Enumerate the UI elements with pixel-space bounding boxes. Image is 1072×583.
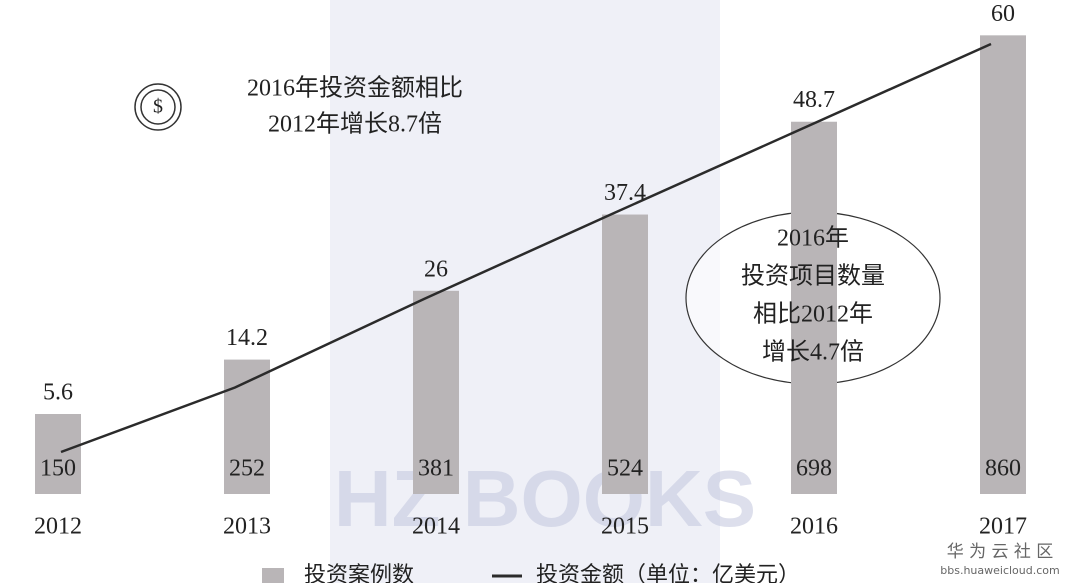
line-value-label: 26 <box>424 256 448 282</box>
annotation: 2016年投资金额相比 <box>247 75 463 102</box>
line-value-label: 14.2 <box>226 325 268 351</box>
bar <box>602 214 648 495</box>
bar <box>35 414 81 494</box>
bar-value-label: 150 <box>40 456 76 482</box>
legend-label: 投资案例数 <box>304 563 414 583</box>
bar-value-label: 860 <box>985 456 1021 482</box>
bar <box>413 290 459 494</box>
x-tick-label: 2016 <box>790 514 838 540</box>
annotation: 2012年增长8.7倍 <box>268 111 442 138</box>
bar <box>980 35 1026 494</box>
icon-ring <box>140 89 176 125</box>
bar-value-label: 524 <box>607 456 643 482</box>
x-tick-label: 2012 <box>34 514 82 540</box>
annotation: 增长4.7倍 <box>762 339 864 366</box>
x-tick-label: 2015 <box>601 514 649 540</box>
watermark: HZ BOOKS <box>334 454 756 543</box>
line-value-label: 5.6 <box>43 380 73 406</box>
watermark-block <box>330 0 720 583</box>
annotation: 2016年 <box>777 225 849 252</box>
annotation: 投资项目数量 <box>741 263 885 290</box>
legend-swatch <box>262 568 284 583</box>
bar <box>791 121 837 494</box>
line <box>60 42 992 454</box>
bar-value-label: 698 <box>796 456 832 482</box>
line-value-label: 60 <box>991 1 1015 27</box>
watermark: 华 为 云 社 区 <box>947 542 1054 562</box>
annotation: 相比2012年 <box>753 301 873 328</box>
bar-value-label: 252 <box>229 456 265 482</box>
line-value-label: 48.7 <box>793 87 835 113</box>
line-value-label: 37.4 <box>604 180 646 206</box>
icon: $ <box>153 96 163 118</box>
legend-label: 投资金额（单位：亿美元） <box>536 563 800 583</box>
x-tick-label: 2013 <box>223 514 271 540</box>
bar-value-label: 381 <box>418 456 454 482</box>
x-tick-label: 2014 <box>412 514 460 540</box>
x-tick-label: 2017 <box>979 514 1027 540</box>
watermark: bbs.huaweicloud.com <box>940 564 1059 577</box>
icon-ring <box>134 83 182 131</box>
